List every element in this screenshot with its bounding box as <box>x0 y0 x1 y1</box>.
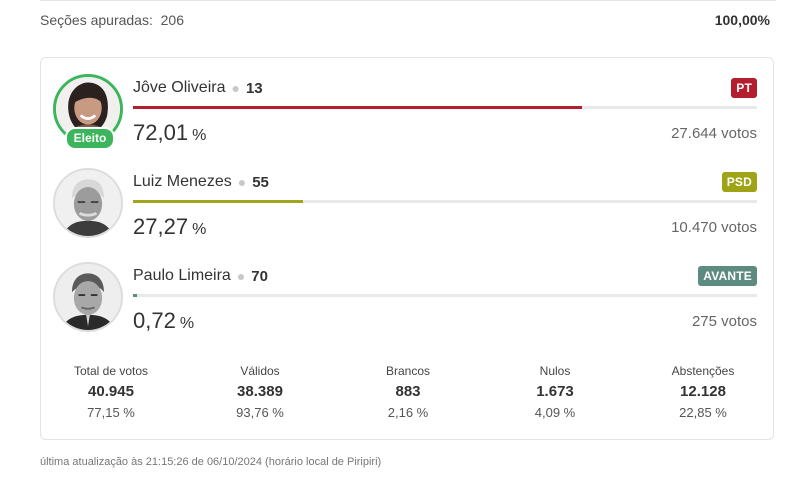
stat-value: 883 <box>395 383 421 400</box>
candidate-row: Luiz Menezes ● 55 PSD 27,27% 10.470 voto… <box>41 152 773 242</box>
party-badge: PT <box>731 78 757 98</box>
vote-bar-track <box>133 200 757 203</box>
sections-counted: Seções apuradas: 206 <box>40 12 184 28</box>
sections-label: Seções apuradas: <box>40 12 153 28</box>
candidate-number: 55 <box>252 173 269 191</box>
stat-null: Nulos 1.673 4,09 % <box>485 364 625 421</box>
vote-bar-fill <box>133 200 304 203</box>
candidate-name: Paulo Limeira <box>133 267 231 284</box>
candidate-name-line: Jôve Oliveira ● 13 <box>133 79 263 97</box>
stat-percent: 93,76 % <box>236 405 284 420</box>
vote-bar-track <box>133 106 757 109</box>
stat-value: 40.945 <box>88 383 134 400</box>
separator-dot-icon: ● <box>237 174 247 190</box>
candidate-percent-line: 72,01% <box>133 120 206 146</box>
top-divider <box>40 0 776 1</box>
percent-symbol: % <box>179 315 195 332</box>
last-update-note: última atualização às 21:15:26 de 06/10/… <box>40 456 382 468</box>
candidate-name: Jôve Oliveira <box>133 79 226 96</box>
avatar <box>53 168 123 238</box>
candidate-number: 70 <box>251 267 268 285</box>
percent-symbol: % <box>192 221 207 238</box>
candidate-name: Luiz Menezes <box>133 173 232 190</box>
candidate-row: Eleito Jôve Oliveira ● 13 PT 72,01% 27.6… <box>41 58 773 150</box>
stat-value: 38.389 <box>237 383 283 400</box>
candidate-votes: 275 votos <box>691 313 757 330</box>
stat-valid: Válidos 38.389 93,76 % <box>190 364 330 421</box>
candidate-percent-line: 27,27% <box>133 214 206 240</box>
separator-dot-icon: ● <box>231 80 240 96</box>
stat-abstention: Abstenções 12.128 22,85 % <box>633 364 773 421</box>
stat-value: 12.128 <box>680 383 726 400</box>
stat-total: Total de votos 40.945 77,15 % <box>41 364 181 421</box>
stat-value: 1.673 <box>536 383 574 400</box>
candidate-percent: 27,27 <box>133 214 189 239</box>
candidate-avatar-wrap <box>53 168 123 238</box>
candidate-avatar-wrap <box>53 262 123 332</box>
candidate-votes: 27.644 votos <box>671 125 757 142</box>
candidate-row: Paulo Limeira ● 70 AVANTE 0,72% 275 voto… <box>41 246 773 336</box>
stat-label: Nulos <box>539 364 571 378</box>
stat-percent: 77,15 % <box>87 405 135 420</box>
elected-badge: Eleito <box>65 127 115 150</box>
candidate-percent: 72,01 <box>133 120 189 145</box>
party-badge: PSD <box>721 172 757 192</box>
candidate-name-line: Paulo Limeira ● 70 <box>133 267 268 285</box>
stat-label: Brancos <box>385 364 431 378</box>
sections-summary: Seções apuradas: 206 100,00% <box>40 11 770 29</box>
stat-percent: 2,16 % <box>387 405 429 420</box>
stat-label: Abstenções <box>671 364 735 378</box>
stat-percent: 22,85 % <box>679 405 727 420</box>
vote-statistics: Total de votos 40.945 77,15 % Válidos 38… <box>41 364 773 434</box>
candidate-percent: 0,72 <box>133 308 176 333</box>
stat-percent: 4,09 % <box>534 405 576 420</box>
party-badge: AVANTE <box>698 266 757 286</box>
vote-bar-fill <box>133 106 583 109</box>
vote-bar-fill <box>133 294 138 297</box>
candidate-name-line: Luiz Menezes ● 55 <box>133 173 269 191</box>
candidate-percent-line: 0,72% <box>133 308 194 334</box>
candidate-photo-icon <box>55 170 121 236</box>
stat-label: Válidos <box>240 364 280 378</box>
results-card: Eleito Jôve Oliveira ● 13 PT 72,01% 27.6… <box>40 57 774 440</box>
candidate-number: 13 <box>245 79 263 97</box>
avatar <box>53 262 123 332</box>
stat-blank: Brancos 883 2,16 % <box>338 364 478 421</box>
vote-bar-track <box>133 294 757 297</box>
percent-symbol: % <box>192 127 207 144</box>
candidate-avatar-wrap: Eleito <box>53 74 123 150</box>
candidate-photo-icon <box>55 264 121 330</box>
sections-percent: 100,00% <box>714 12 770 28</box>
sections-count: 206 <box>160 12 184 28</box>
stat-label: Total de votos <box>73 364 149 378</box>
separator-dot-icon: ● <box>236 268 246 284</box>
candidate-votes: 10.470 votos <box>671 219 757 236</box>
